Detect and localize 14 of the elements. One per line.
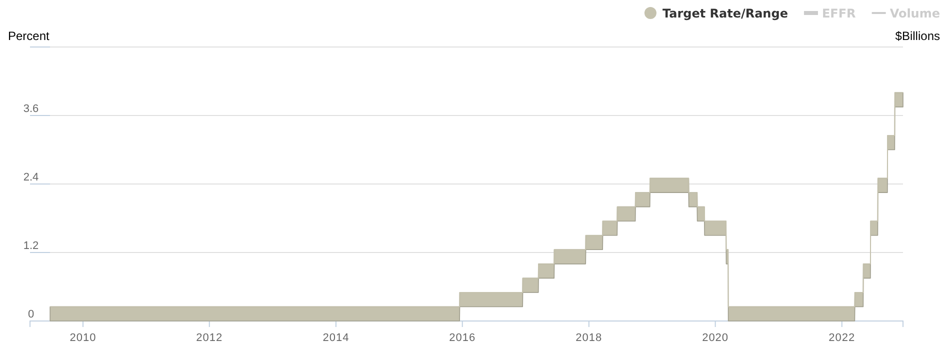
y-axis-title: Percent (8, 29, 50, 43)
x-tick-label: 2020 (702, 332, 729, 344)
y-tick-label: 3.6 (23, 103, 39, 116)
y2-axis-title: $Billions (895, 29, 940, 43)
x-tick-label: 2018 (576, 332, 602, 344)
legend-label: Target Rate/Range (662, 6, 788, 20)
x-tick-label: 2022 (828, 332, 856, 344)
x-tick-label: 2014 (322, 332, 350, 344)
y-tick-label: 0 (28, 308, 34, 321)
y-tick-label: 2.4 (23, 172, 39, 184)
x-tick-label: 2012 (196, 332, 223, 344)
y-tick-label: 1.2 (23, 240, 39, 252)
x-tick-label: 2016 (449, 332, 476, 344)
x-tick-label: 2010 (70, 332, 96, 344)
